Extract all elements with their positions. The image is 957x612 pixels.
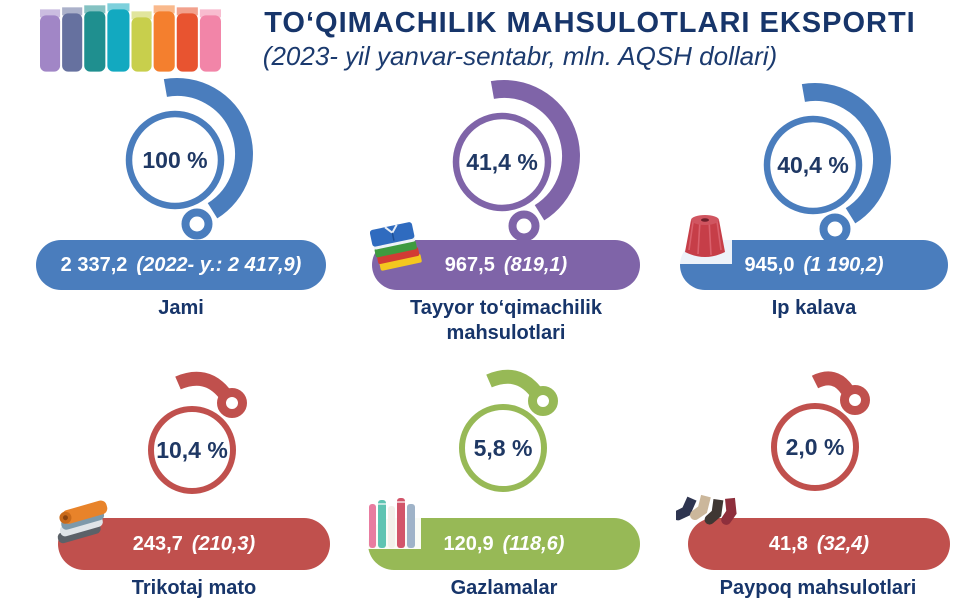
card-label: Paypoq mahsulotlari xyxy=(719,577,917,599)
percent-circle xyxy=(148,406,236,494)
value-pill: 243,7 (210,3) xyxy=(58,518,330,570)
swoosh-decoration xyxy=(125,78,253,240)
swoosh-decoration xyxy=(763,83,891,245)
value-pill: 2 337,2 (2022- y.: 2 417,9) xyxy=(36,240,326,290)
previous-year-value: (32,4) xyxy=(816,532,870,555)
knit-fabric-rolls-icon xyxy=(57,500,108,544)
value-pill: 41,8 (32,4) xyxy=(688,518,950,570)
yarn-cone-icon xyxy=(678,210,732,264)
previous-year-value: (1 190,2) xyxy=(803,253,884,276)
card-label: Tayyor to‘qimachilik mahsulotlari xyxy=(410,297,602,344)
scarves-photo xyxy=(40,3,221,72)
previous-year-value: (118,6) xyxy=(502,532,565,555)
previous-year-value: (210,3) xyxy=(191,532,256,555)
percent-value: 10,4 % xyxy=(156,437,228,463)
fabric-rolls-icon xyxy=(365,493,421,549)
percent-circle xyxy=(459,404,547,492)
card-label: Jami xyxy=(158,297,204,319)
hook-decoration xyxy=(811,371,870,415)
percent-value: 100 % xyxy=(142,147,208,173)
export-value: 41,8 xyxy=(768,532,808,555)
percent-value: 40,4 % xyxy=(777,152,849,178)
card-label: Trikotaj mato xyxy=(131,577,257,599)
value-pill: 945,0 (1 190,2) xyxy=(680,240,948,290)
swoosh-decoration xyxy=(452,80,580,242)
percent-value: 41,4 % xyxy=(466,149,538,175)
value-pill: 120,9 (118,6) xyxy=(368,518,640,570)
export-value: 120,9 xyxy=(443,532,494,555)
page-subtitle: (2023- yil yanvar-sentabr, mln. AQSH dol… xyxy=(262,41,778,71)
export-value: 967,5 xyxy=(444,253,495,276)
previous-year-value: (819,1) xyxy=(503,253,568,276)
hook-decoration xyxy=(486,369,558,416)
value-pill: 967,5 (819,1) xyxy=(372,240,640,290)
export-value: 945,0 xyxy=(744,253,795,276)
previous-year-value: (2022- y.: 2 417,9) xyxy=(136,253,302,276)
export-value: 2 337,2 xyxy=(60,253,128,276)
card-label: Ip kalava xyxy=(771,297,857,319)
folded-shirts-icon xyxy=(370,222,422,271)
hook-decoration xyxy=(175,371,247,418)
page-title: TO‘QIMACHILIK MAHSULOTLARI EKSPORTI xyxy=(264,7,916,39)
percent-circle xyxy=(771,403,859,491)
socks-icon xyxy=(676,494,737,525)
export-value: 243,7 xyxy=(132,532,183,555)
card-label: Gazlamalar xyxy=(450,577,558,599)
percent-value: 5,8 % xyxy=(473,435,533,461)
percent-value: 2,0 % xyxy=(785,434,845,460)
